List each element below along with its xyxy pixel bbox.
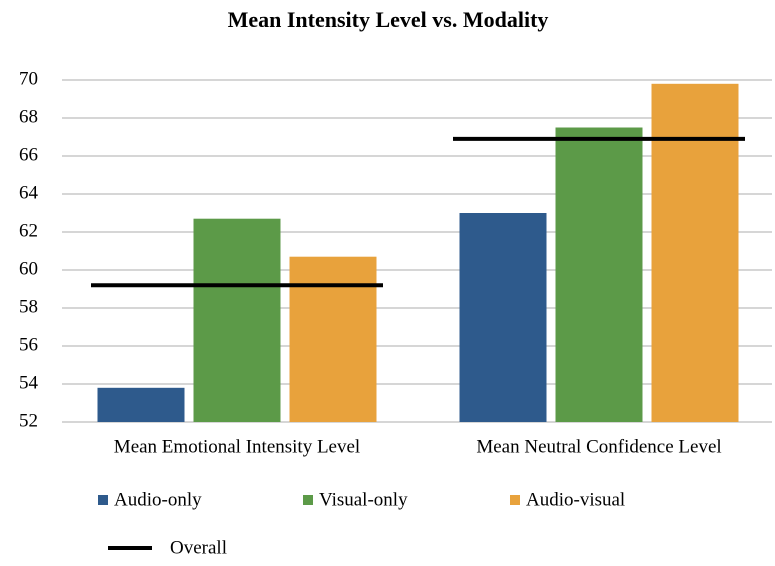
legend-label: Audio-visual xyxy=(526,489,625,510)
bar xyxy=(289,256,377,422)
y-tick-label: 60 xyxy=(19,258,38,279)
y-tick-label: 56 xyxy=(19,334,38,355)
bar xyxy=(97,387,185,422)
bar xyxy=(459,213,547,422)
legend-label: Overall xyxy=(170,537,227,558)
y-tick-label: 52 xyxy=(19,410,38,431)
y-tick-label: 70 xyxy=(19,68,38,89)
x-tick-label: Mean Neutral Confidence Level xyxy=(476,436,721,457)
bar xyxy=(555,127,643,422)
y-tick-label: 68 xyxy=(19,106,38,127)
chart-title: Mean Intensity Level vs. Modality xyxy=(228,7,549,32)
y-tick-label: 64 xyxy=(19,182,39,203)
y-tick-label: 66 xyxy=(19,144,38,165)
legend-swatch xyxy=(510,495,520,505)
y-tick-label: 54 xyxy=(19,372,39,393)
legend-label: Visual-only xyxy=(319,489,408,510)
y-tick-label: 58 xyxy=(19,296,38,317)
legend-swatch xyxy=(303,495,313,505)
bar xyxy=(651,83,739,423)
legend-swatch xyxy=(98,495,108,505)
legend-label: Audio-only xyxy=(114,489,202,510)
y-tick-label: 62 xyxy=(19,220,38,241)
bar xyxy=(193,218,281,422)
x-tick-label: Mean Emotional Intensity Level xyxy=(114,436,360,457)
